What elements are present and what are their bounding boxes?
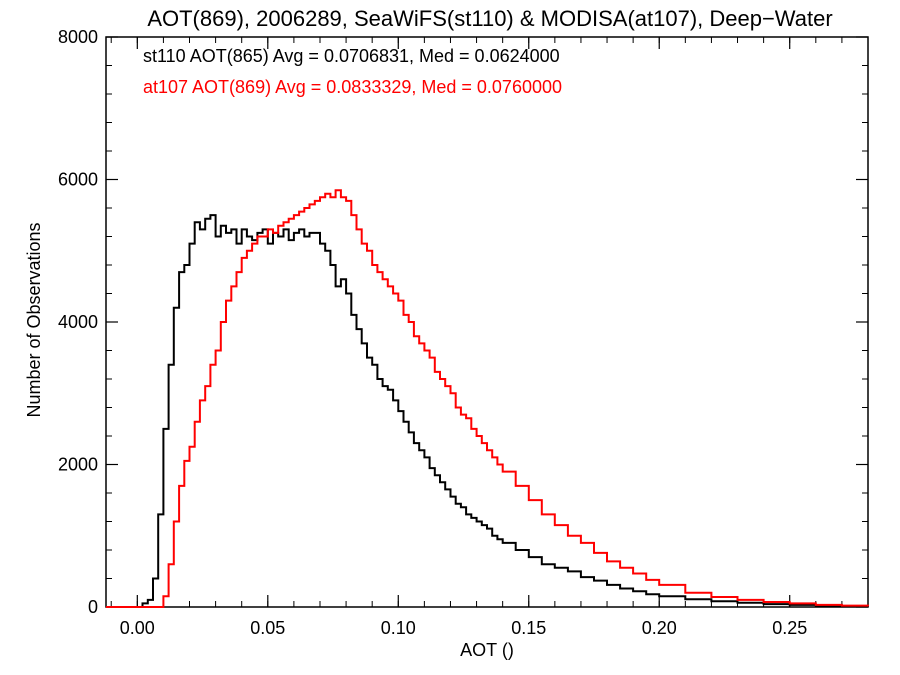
x-tick-label: 0.10	[381, 618, 416, 638]
series-line-1	[106, 189, 869, 608]
legend-entry-1: at107 AOT(869) Avg = 0.0833329, Med = 0.…	[143, 77, 562, 97]
series-layer	[106, 189, 869, 608]
legend-entry-0: st110 AOT(865) Avg = 0.0706831, Med = 0.…	[143, 46, 560, 66]
y-axis: 0 2000 4000 6000 8000	[58, 27, 868, 617]
chart-title: AOT(869), 2006289, SeaWiFS(st110) & MODI…	[147, 6, 832, 31]
x-tick-label: 0.00	[120, 618, 155, 638]
x-axis-label: AOT ()	[460, 640, 514, 660]
y-tick-label: 0	[88, 597, 98, 617]
y-tick-label: 2000	[58, 455, 98, 475]
x-tick-label: 0.25	[772, 618, 807, 638]
legend: st110 AOT(865) Avg = 0.0706831, Med = 0.…	[143, 46, 562, 97]
x-tick-label: 0.20	[642, 618, 677, 638]
y-tick-label: 4000	[58, 312, 98, 332]
x-tick-label: 0.05	[250, 618, 285, 638]
x-tick-label: 0.15	[511, 618, 546, 638]
x-axis: 0.00 0.05 0.10 0.15 0.20 0.25	[110, 37, 869, 638]
y-tick-label: 8000	[58, 27, 98, 47]
y-tick-label: 6000	[58, 170, 98, 190]
y-axis-label: Number of Observations	[24, 222, 44, 417]
series-line-0	[106, 214, 869, 608]
